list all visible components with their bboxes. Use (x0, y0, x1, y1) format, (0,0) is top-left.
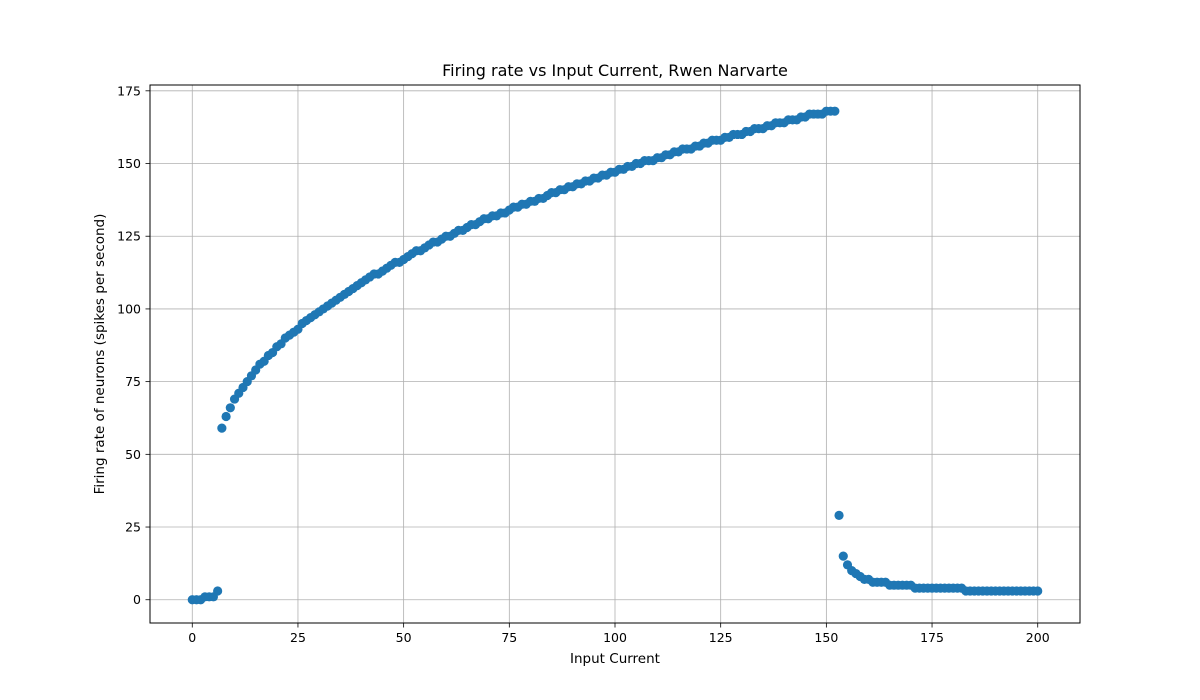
x-tick-label: 0 (188, 630, 196, 645)
chart-title: Firing rate vs Input Current, Rwen Narva… (442, 61, 788, 80)
y-tick-label: 125 (117, 229, 141, 244)
y-tick-label: 100 (117, 301, 141, 316)
x-tick-label: 150 (814, 630, 838, 645)
data-point (830, 106, 840, 116)
x-tick-label: 50 (396, 630, 412, 645)
x-tick-label: 75 (501, 630, 517, 645)
y-tick-label: 175 (117, 83, 141, 98)
data-points (187, 106, 1043, 605)
data-point (221, 411, 231, 422)
data-point (217, 423, 227, 433)
y-axis-ticks: 0 25 50 75 100 125 150 175 (117, 83, 150, 607)
x-tick-label: 175 (920, 630, 944, 645)
x-tick-label: 25 (290, 630, 306, 645)
y-tick-label: 150 (117, 156, 141, 171)
data-point (213, 586, 223, 596)
y-axis-label: Firing rate of neurons (spikes per secon… (92, 214, 108, 495)
x-tick-label: 125 (709, 630, 733, 645)
data-point (838, 551, 848, 561)
x-tick-label: 100 (603, 630, 627, 645)
data-point (834, 510, 844, 520)
y-tick-label: 25 (125, 520, 141, 535)
x-tick-label: 200 (1026, 630, 1050, 645)
grid-lines (150, 85, 1080, 623)
x-axis-ticks: 0 25 50 75 100 125 150 175 200 (188, 623, 1050, 645)
data-point (1033, 586, 1043, 596)
y-tick-label: 50 (125, 447, 141, 462)
y-tick-label: 0 (133, 592, 141, 607)
data-point (225, 403, 235, 413)
x-axis-label: Input Current (570, 651, 660, 667)
y-tick-label: 75 (125, 374, 141, 389)
